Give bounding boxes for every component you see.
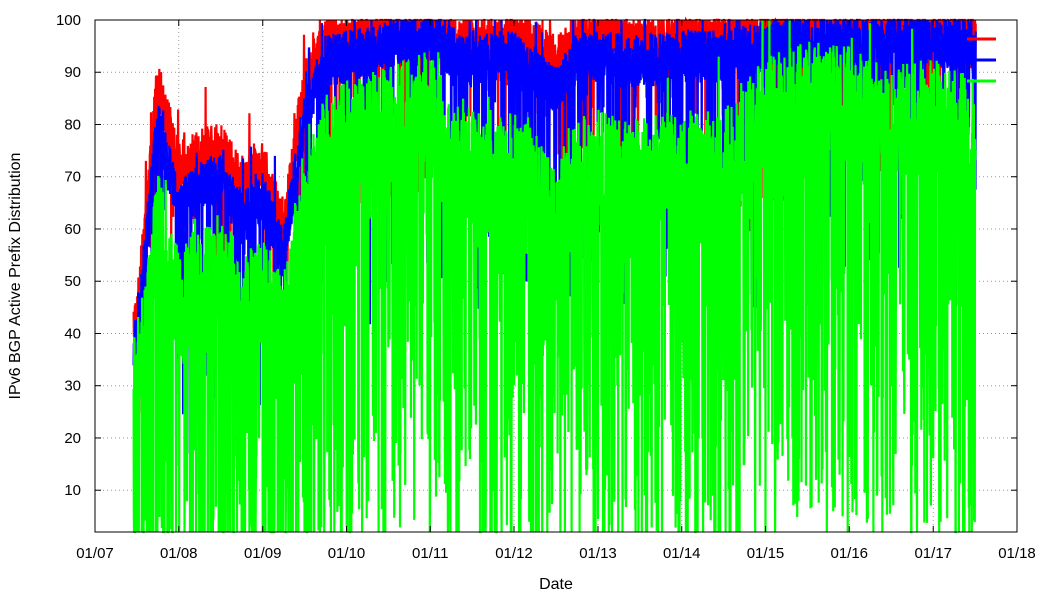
y-axis-title: IPv6 BGP Active Prefix Distribution xyxy=(7,153,24,400)
series-line xyxy=(132,19,977,534)
y-tick-label: 10 xyxy=(64,482,81,499)
y-tick-label: 90 xyxy=(64,64,81,81)
y-tick-label: 100 xyxy=(56,12,81,29)
x-tick-label: 01/10 xyxy=(328,545,366,562)
x-tick-label: 01/13 xyxy=(579,545,617,562)
y-tick-label: 50 xyxy=(64,273,81,290)
x-tick-label: 01/12 xyxy=(495,545,533,562)
ticks: 01/07 01/08 01/09 01/10 01/11 01/12 01/13 01/14… xyxy=(56,12,1036,562)
y-tick-label: 60 xyxy=(64,221,81,238)
y-tick-label: 80 xyxy=(64,116,81,133)
x-tick-label: 01/11 xyxy=(412,545,448,562)
legend xyxy=(967,37,996,83)
x-tick-label: 01/15 xyxy=(747,545,785,562)
x-tick-label: 01/07 xyxy=(76,545,114,562)
x-tick-label: 01/18 xyxy=(998,545,1036,562)
series-layer xyxy=(132,16,977,534)
y-tick-label: 30 xyxy=(64,378,81,395)
x-tick-label: 01/09 xyxy=(244,545,282,562)
x-tick-label: 01/14 xyxy=(663,545,701,562)
x-axis-title: Date xyxy=(539,576,573,593)
y-tick-label: 40 xyxy=(64,325,81,342)
x-tick-label: 01/08 xyxy=(160,545,198,562)
y-tick-label: 70 xyxy=(64,169,81,186)
y-tick-label: 20 xyxy=(64,430,81,447)
x-tick-label: 01/17 xyxy=(914,545,952,562)
plot-frame xyxy=(94,19,1018,533)
x-tick-label: 01/16 xyxy=(830,545,868,562)
